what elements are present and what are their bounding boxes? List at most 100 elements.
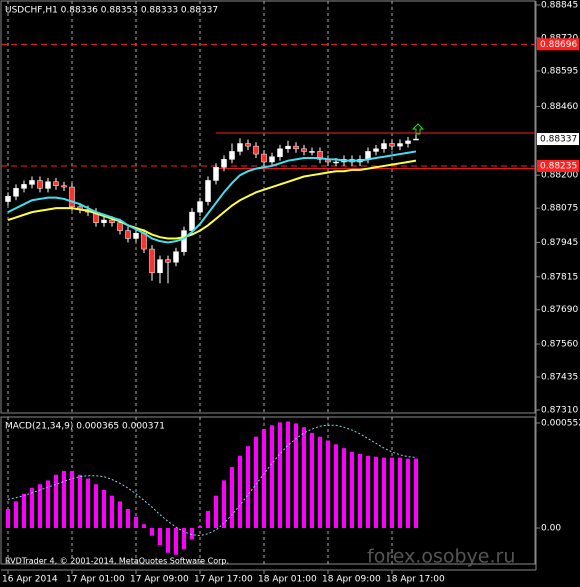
candle-body	[101, 219, 107, 223]
macd-bar	[286, 421, 290, 529]
macd-bar	[310, 432, 314, 529]
candle-body	[333, 161, 339, 164]
macd-bar	[166, 528, 170, 553]
macd-bar	[222, 480, 226, 529]
macd-bar	[358, 453, 362, 529]
candle-body	[117, 222, 123, 231]
candle-body	[181, 230, 187, 252]
candle-body	[5, 196, 11, 202]
y-tick-label: 0.87690	[541, 305, 578, 315]
x-tick-label: 18 Apr 09:00	[322, 575, 381, 585]
macd-bar	[174, 528, 178, 555]
y-tick-label: 0.88595	[541, 66, 578, 76]
x-tick-label: 17 Apr 01:00	[66, 575, 125, 585]
candle-body	[245, 143, 251, 147]
candle-body	[109, 219, 115, 223]
macd-bar	[238, 455, 242, 529]
y-tick-label: 0.88075	[541, 204, 578, 214]
macd-bar	[262, 429, 266, 529]
candle-body	[125, 230, 131, 239]
candle-body	[397, 143, 403, 147]
macd-bar	[62, 470, 66, 529]
macd-bar	[230, 467, 234, 529]
candle-body	[133, 232, 139, 239]
candle-body	[405, 140, 411, 144]
x-tick-label: 16 Apr 2014	[2, 575, 58, 585]
candle-body	[285, 145, 291, 150]
y-tick-label: 0.87310	[541, 406, 578, 416]
macd-bar	[182, 528, 186, 549]
candle-body	[13, 188, 19, 197]
macd-bar	[198, 526, 202, 529]
macd-bar	[78, 474, 82, 529]
candle-body	[389, 143, 395, 147]
candle-body	[213, 167, 219, 181]
moving-average	[7, 150, 417, 244]
y-tick-label: 0.88460	[541, 102, 578, 112]
macd-bar	[54, 474, 58, 529]
watermark: forex.osobye.ru	[367, 546, 515, 568]
macd-title: MACD(21,34,9) 0.000365 0.000371	[5, 422, 165, 432]
y-tick-label: 0.87560	[541, 340, 578, 350]
macd-bar	[206, 510, 210, 529]
macd-bar	[142, 524, 146, 529]
current-price-box	[537, 133, 579, 146]
signal-arrow	[411, 123, 425, 135]
macd-bar	[134, 516, 138, 529]
macd-bar	[110, 495, 114, 529]
macd-bar	[158, 528, 162, 546]
x-tick-label: 17 Apr 09:00	[130, 575, 189, 585]
macd-bar	[366, 455, 370, 529]
macd-bar	[6, 509, 10, 529]
current-price-label: 0.88337	[540, 135, 577, 145]
macd-bar	[126, 509, 130, 529]
macd-bar	[334, 444, 338, 529]
macd-bar	[398, 457, 402, 529]
macd-bar	[374, 456, 378, 529]
macd-bar	[30, 488, 34, 529]
candle-body	[309, 151, 315, 153]
macd-bar	[254, 436, 258, 529]
macd-bar	[294, 423, 298, 529]
signal-line	[7, 424, 417, 537]
macd-bar	[102, 489, 106, 529]
candle-body	[173, 251, 179, 263]
macd-bar	[406, 458, 410, 529]
candle-body	[29, 180, 35, 185]
candle-body	[205, 180, 211, 202]
x-tick-label: 18 Apr 17:00	[386, 575, 445, 585]
macd-bar	[414, 458, 418, 529]
macd-bar	[342, 448, 346, 529]
candle-body	[381, 143, 387, 150]
y-tick-label: 0.00	[541, 524, 561, 534]
candle-body	[229, 151, 235, 160]
macd-bar	[326, 440, 330, 529]
macd-bar	[190, 528, 194, 540]
y-tick-label: 0.87435	[541, 373, 578, 383]
copyright: RVDTrader 4, © 2001-2014, MetaQuotes Sof…	[5, 557, 229, 566]
macd-bar	[318, 436, 322, 529]
y-tick-label: 0.000552	[541, 419, 580, 429]
candle-body	[293, 145, 299, 150]
macd-bar	[94, 484, 98, 529]
candle-body	[37, 180, 43, 189]
candle-body	[157, 259, 163, 274]
macd-bar	[270, 425, 274, 529]
candle-body	[269, 156, 275, 163]
macd-bar	[14, 501, 18, 529]
candle-body	[53, 181, 59, 186]
main-panel	[0, 0, 536, 414]
candle-body	[189, 211, 195, 231]
macd-bar	[86, 478, 90, 529]
candle-body	[317, 151, 323, 160]
candle-body	[45, 181, 51, 189]
candle-body	[165, 259, 171, 263]
x-tick-label: 17 Apr 17:00	[194, 575, 253, 585]
candle-body	[237, 143, 243, 152]
candle-body	[221, 159, 227, 168]
macd-bar	[38, 484, 42, 529]
macd-bar	[302, 427, 306, 529]
y-tick-label: 0.88200	[541, 171, 578, 181]
candle-body	[141, 232, 147, 250]
